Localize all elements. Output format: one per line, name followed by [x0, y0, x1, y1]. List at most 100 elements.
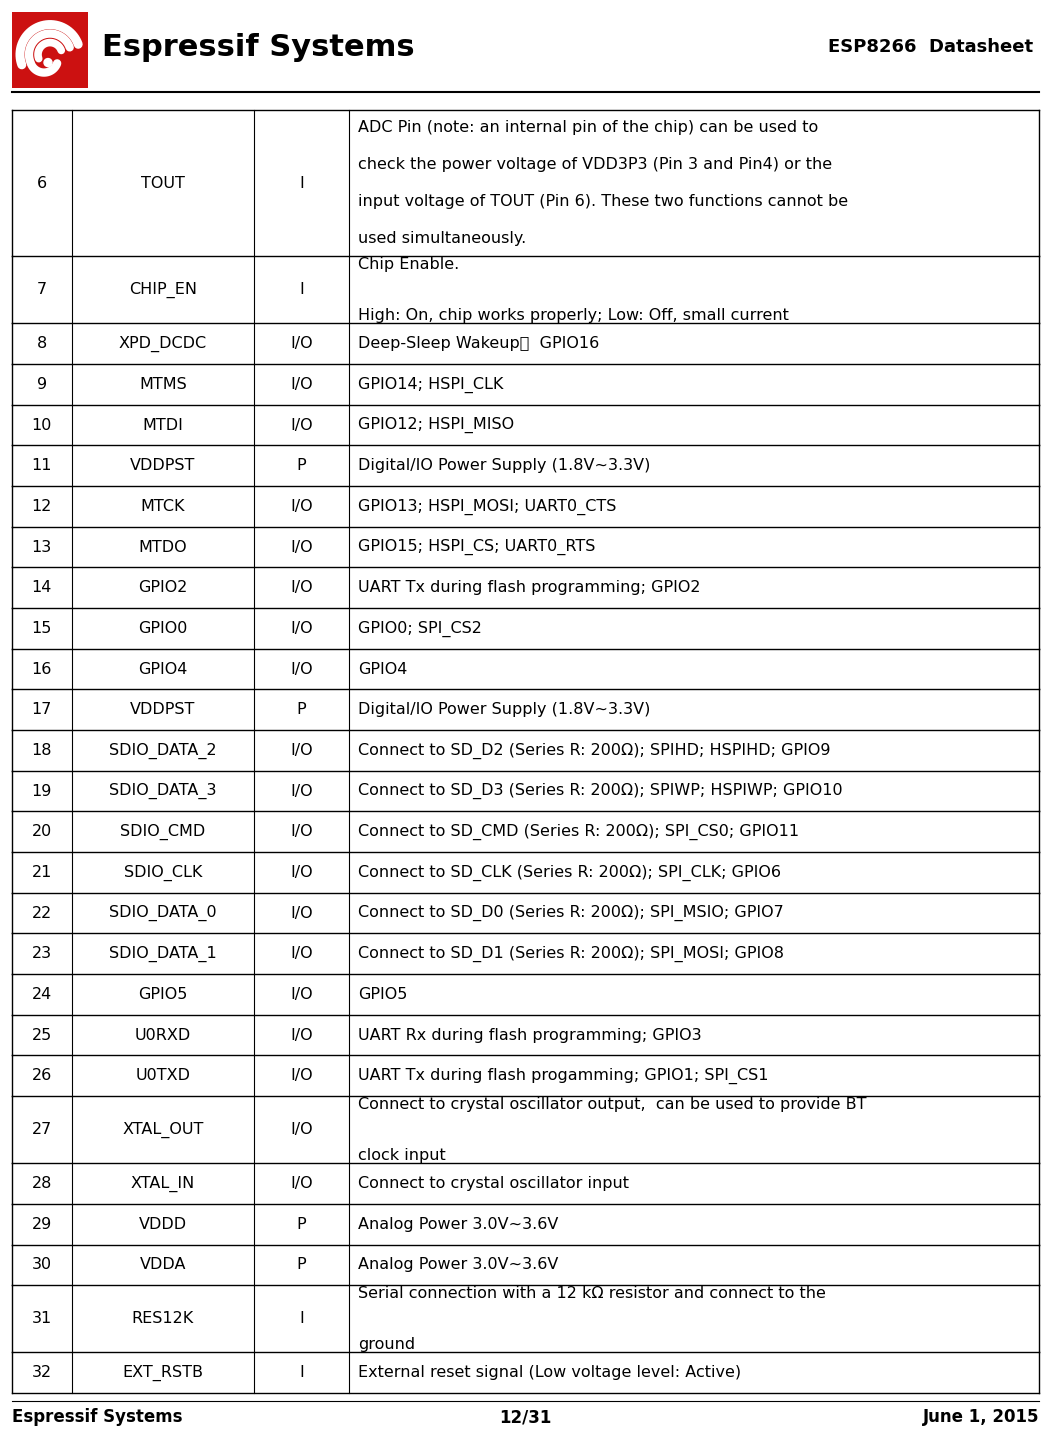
Text: SDIO_CMD: SDIO_CMD [121, 824, 206, 840]
Text: I/O: I/O [290, 581, 313, 595]
Text: 20: 20 [32, 824, 51, 840]
Text: I/O: I/O [290, 1027, 313, 1043]
Text: GPIO14; HSPI_CLK: GPIO14; HSPI_CLK [357, 376, 503, 393]
Text: U0RXD: U0RXD [135, 1027, 191, 1043]
Text: Digital/IO Power Supply (1.8V~3.3V): Digital/IO Power Supply (1.8V~3.3V) [357, 702, 651, 717]
Text: GPIO15; HSPI_CS; UART0_RTS: GPIO15; HSPI_CS; UART0_RTS [357, 539, 595, 555]
Text: Connect to SD_D0 (Series R: 200Ω); SPI_MSIO; GPIO7: Connect to SD_D0 (Series R: 200Ω); SPI_M… [357, 905, 784, 922]
Text: Deep-Sleep Wakeup；  GPIO16: Deep-Sleep Wakeup； GPIO16 [357, 337, 599, 351]
Text: GPIO0; SPI_CS2: GPIO0; SPI_CS2 [357, 620, 481, 637]
Text: 32: 32 [32, 1366, 51, 1380]
Text: Connect to crystal oscillator output,  can be used to provide BT: Connect to crystal oscillator output, ca… [357, 1097, 866, 1111]
Text: External reset signal (Low voltage level: Active): External reset signal (Low voltage level… [357, 1366, 741, 1380]
Text: P: P [296, 1257, 307, 1273]
Text: I/O: I/O [290, 1123, 313, 1137]
Text: I/O: I/O [290, 824, 313, 840]
Text: ADC Pin (note: an internal pin of the chip) can be used to: ADC Pin (note: an internal pin of the ch… [357, 120, 818, 134]
Text: 30: 30 [32, 1257, 51, 1273]
Text: GPIO4: GPIO4 [357, 662, 407, 676]
Text: GPIO13; HSPI_MOSI; UART0_CTS: GPIO13; HSPI_MOSI; UART0_CTS [357, 499, 616, 514]
Text: GPIO2: GPIO2 [139, 581, 188, 595]
Text: 27: 27 [32, 1123, 51, 1137]
Text: XTAL_IN: XTAL_IN [130, 1175, 195, 1192]
Text: Analog Power 3.0V~3.6V: Analog Power 3.0V~3.6V [357, 1257, 558, 1273]
Text: TOUT: TOUT [141, 176, 185, 191]
Text: ESP8266  Datasheet: ESP8266 Datasheet [828, 38, 1033, 56]
Text: CHIP_EN: CHIP_EN [129, 282, 197, 298]
Text: I/O: I/O [290, 783, 313, 799]
Text: UART Tx during flash progamming; GPIO1; SPI_CS1: UART Tx during flash progamming; GPIO1; … [357, 1068, 768, 1084]
Text: SDIO_DATA_3: SDIO_DATA_3 [109, 783, 217, 799]
Text: GPIO5: GPIO5 [357, 987, 407, 1001]
Text: I/O: I/O [290, 621, 313, 636]
Text: 12/31: 12/31 [499, 1407, 552, 1426]
Text: Connect to SD_CMD (Series R: 200Ω); SPI_CS0; GPIO11: Connect to SD_CMD (Series R: 200Ω); SPI_… [357, 824, 799, 840]
Text: SDIO_DATA_1: SDIO_DATA_1 [109, 945, 217, 962]
Text: U0TXD: U0TXD [136, 1068, 190, 1084]
Text: 12: 12 [32, 499, 51, 514]
Text: I/O: I/O [290, 1176, 313, 1191]
Text: I: I [300, 1366, 304, 1380]
Text: 24: 24 [32, 987, 51, 1001]
Text: P: P [296, 1217, 307, 1231]
Text: I/O: I/O [290, 337, 313, 351]
Text: I/O: I/O [290, 499, 313, 514]
Text: I/O: I/O [290, 539, 313, 555]
Text: 31: 31 [32, 1311, 51, 1327]
Text: UART Tx during flash programming; GPIO2: UART Tx during flash programming; GPIO2 [357, 581, 700, 595]
Text: I/O: I/O [290, 662, 313, 676]
Text: VDDPST: VDDPST [130, 702, 195, 717]
Text: SDIO_CLK: SDIO_CLK [124, 864, 202, 880]
Text: used simultaneously.: used simultaneously. [357, 231, 527, 246]
Text: I/O: I/O [290, 906, 313, 920]
Text: clock input: clock input [357, 1147, 446, 1163]
Text: 15: 15 [32, 621, 51, 636]
Text: Connect to SD_D1 (Series R: 200Ω); SPI_MOSI; GPIO8: Connect to SD_D1 (Series R: 200Ω); SPI_M… [357, 945, 784, 962]
Circle shape [44, 59, 51, 66]
Text: Serial connection with a 12 kΩ resistor and connect to the: Serial connection with a 12 kΩ resistor … [357, 1286, 826, 1300]
Text: 23: 23 [32, 946, 51, 961]
Text: 19: 19 [32, 783, 51, 799]
Text: I/O: I/O [290, 987, 313, 1001]
Text: I/O: I/O [290, 377, 313, 392]
Text: I: I [300, 282, 304, 298]
Text: I: I [300, 176, 304, 191]
Text: Digital/IO Power Supply (1.8V~3.3V): Digital/IO Power Supply (1.8V~3.3V) [357, 458, 651, 474]
Text: VDDD: VDDD [139, 1217, 187, 1231]
Text: UART Rx during flash programming; GPIO3: UART Rx during flash programming; GPIO3 [357, 1027, 701, 1043]
Text: 25: 25 [32, 1027, 51, 1043]
Text: 13: 13 [32, 539, 51, 555]
Text: GPIO12; HSPI_MISO: GPIO12; HSPI_MISO [357, 418, 514, 434]
Text: High: On, chip works properly; Low: Off, small current: High: On, chip works properly; Low: Off,… [357, 308, 788, 322]
Text: MTMS: MTMS [139, 377, 187, 392]
Text: XPD_DCDC: XPD_DCDC [119, 335, 207, 353]
Text: 8: 8 [37, 337, 47, 351]
Text: ground: ground [357, 1337, 415, 1351]
Text: I: I [300, 1311, 304, 1327]
Text: MTCK: MTCK [141, 499, 185, 514]
Text: P: P [296, 702, 307, 717]
Text: I/O: I/O [290, 1068, 313, 1084]
Text: VDDA: VDDA [140, 1257, 186, 1273]
Text: 14: 14 [32, 581, 51, 595]
Text: 29: 29 [32, 1217, 51, 1231]
Text: input voltage of TOUT (Pin 6). These two functions cannot be: input voltage of TOUT (Pin 6). These two… [357, 194, 848, 210]
Text: P: P [296, 458, 307, 474]
Text: check the power voltage of VDD3P3 (Pin 3 and Pin4) or the: check the power voltage of VDD3P3 (Pin 3… [357, 158, 832, 172]
Text: Chip Enable.: Chip Enable. [357, 257, 459, 272]
Text: EXT_RSTB: EXT_RSTB [123, 1364, 204, 1381]
Text: I/O: I/O [290, 866, 313, 880]
Text: GPIO4: GPIO4 [139, 662, 188, 676]
Text: I/O: I/O [290, 743, 313, 759]
Text: 9: 9 [37, 377, 47, 392]
Text: RES12K: RES12K [131, 1311, 194, 1327]
Text: SDIO_DATA_2: SDIO_DATA_2 [109, 743, 217, 759]
Text: 11: 11 [32, 458, 53, 474]
Text: June 1, 2015: June 1, 2015 [923, 1407, 1039, 1426]
Text: XTAL_OUT: XTAL_OUT [122, 1121, 204, 1137]
Text: 7: 7 [37, 282, 47, 298]
Text: Connect to SD_D3 (Series R: 200Ω); SPIWP; HSPIWP; GPIO10: Connect to SD_D3 (Series R: 200Ω); SPIWP… [357, 783, 843, 799]
Text: MTDO: MTDO [139, 539, 187, 555]
Text: GPIO5: GPIO5 [139, 987, 188, 1001]
Text: 21: 21 [32, 866, 51, 880]
